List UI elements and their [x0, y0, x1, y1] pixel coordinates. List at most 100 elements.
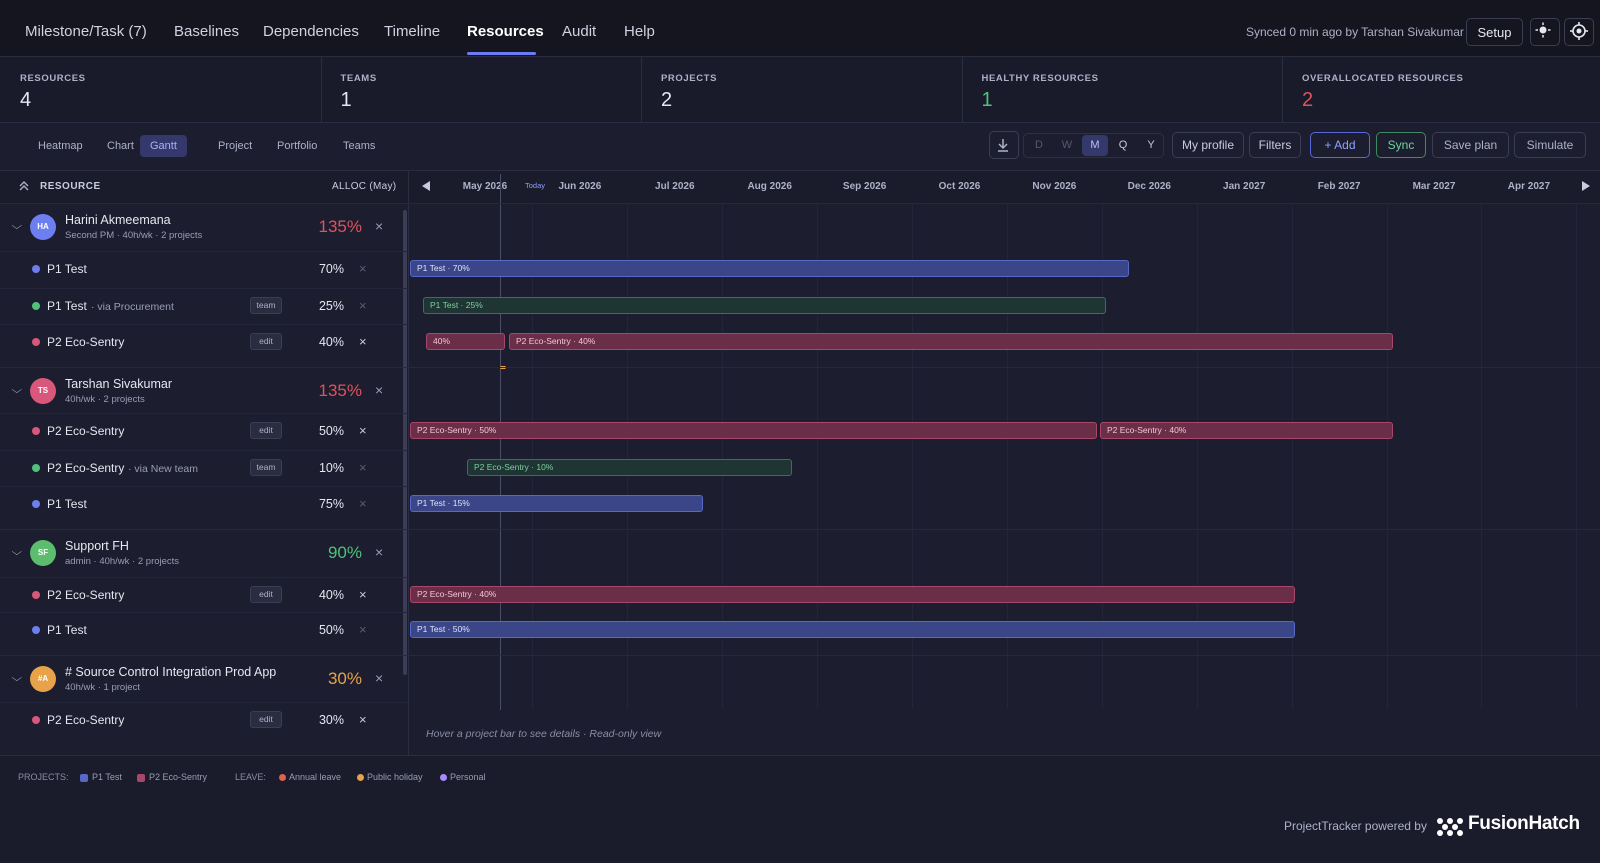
remove-button[interactable]: × — [359, 496, 367, 511]
view-tab[interactable]: Heatmap — [38, 140, 83, 152]
resource-meta: 40h/wk · 1 project — [65, 682, 140, 693]
theme-icon[interactable] — [1535, 22, 1551, 38]
next-arrow[interactable] — [1580, 180, 1592, 192]
assignment-alloc: 40% — [318, 588, 344, 602]
expand-chevron[interactable]: ⌵ — [11, 547, 23, 558]
remove-button[interactable]: × — [375, 544, 384, 560]
legend-swatch — [440, 774, 447, 781]
remove-button[interactable]: × — [359, 423, 367, 438]
expand-chevron[interactable]: ⌵ — [11, 673, 23, 684]
toolbar-button[interactable]: Save plan — [1432, 132, 1509, 158]
gantt-bar[interactable]: P1 Test · 70% — [410, 260, 1129, 277]
assignment-badge[interactable]: edit — [250, 711, 282, 728]
nav-tab[interactable]: Resources — [467, 23, 544, 40]
gantt-bar[interactable]: P1 Test · 50% — [410, 621, 1295, 638]
nav-tab[interactable]: Timeline — [384, 23, 441, 40]
remove-button[interactable]: × — [375, 382, 384, 398]
scale-button[interactable]: W — [1061, 139, 1073, 151]
stat-value: 1 — [340, 89, 352, 111]
gantt-bar[interactable]: P2 Eco-Sentry · 40% — [509, 333, 1393, 350]
locate-button[interactable] — [1564, 18, 1594, 46]
locate-icon[interactable] — [1570, 22, 1588, 40]
remove-button[interactable]: × — [359, 712, 367, 727]
gantt-bar[interactable]: P1 Test · 15% — [410, 495, 703, 512]
month-gridline — [1576, 204, 1578, 709]
toolbar-button[interactable]: + Add — [1310, 132, 1370, 158]
toolbar-button[interactable]: Filters — [1249, 132, 1301, 158]
gantt-bar[interactable]: P2 Eco-Sentry · 50% — [410, 422, 1097, 439]
assignment-badge: team — [250, 459, 282, 476]
remove-button[interactable]: × — [359, 622, 367, 637]
scale-button[interactable]: D — [1035, 139, 1043, 151]
resource-name[interactable]: Support FH — [65, 539, 129, 553]
assignment-alloc: 50% — [318, 424, 344, 438]
month-gridline — [722, 204, 724, 709]
view-tab[interactable]: Chart — [107, 140, 134, 152]
assignment-project: P2 Eco-Sentry — [47, 588, 125, 602]
setup-button[interactable]: Setup — [1466, 18, 1523, 46]
footer-band — [0, 755, 1600, 863]
resource-name[interactable]: Harini Akmeemana — [65, 213, 171, 227]
remove-button[interactable]: × — [359, 587, 367, 602]
remove-button[interactable]: × — [359, 298, 367, 313]
assignment-via: · via Procurement — [91, 301, 174, 313]
stat-label: TEAMS — [340, 73, 377, 84]
collapse-icon[interactable] — [18, 180, 30, 192]
resource-alloc: 30% — [327, 669, 362, 688]
resource-name[interactable]: # Source Control Integration Prod App — [65, 665, 277, 679]
view-tab[interactable]: Project — [218, 140, 253, 152]
nav-tab[interactable]: Audit — [562, 23, 597, 40]
row-separator — [0, 413, 408, 414]
month-label: Sep 2026 — [842, 181, 887, 192]
month-label: Jan 2027 — [1223, 181, 1266, 192]
assignment-project: P2 Eco-Sentry — [47, 335, 125, 349]
gantt-bar[interactable]: 40% — [426, 333, 505, 350]
nav-tab[interactable]: Dependencies — [263, 23, 359, 40]
gantt-bar[interactable]: P2 Eco-Sentry · 40% — [410, 586, 1295, 603]
assignment-alloc: 10% — [318, 461, 344, 475]
assignment-badge[interactable]: edit — [250, 586, 282, 603]
view-tab[interactable]: Gantt — [140, 135, 187, 157]
nav-tab[interactable]: Milestone/Task (7) — [25, 23, 147, 40]
view-tab[interactable]: Teams — [343, 140, 376, 152]
scale-button[interactable]: Q — [1118, 139, 1128, 151]
project-dot — [32, 302, 40, 310]
toolbar-button[interactable]: Simulate — [1514, 132, 1586, 158]
theme-button[interactable] — [1530, 18, 1560, 46]
toolbar-button[interactable]: My profile — [1172, 132, 1244, 158]
gantt-bar[interactable]: P1 Test · 25% — [423, 297, 1106, 314]
legend-item: P2 Eco-Sentry — [149, 772, 208, 782]
remove-button[interactable]: × — [375, 218, 384, 234]
resource-name[interactable]: Tarshan Sivakumar — [65, 377, 172, 391]
project-dot — [32, 626, 40, 634]
download-button[interactable] — [989, 131, 1019, 159]
expand-chevron[interactable]: ⌵ — [11, 385, 23, 396]
remove-button[interactable]: × — [375, 670, 384, 686]
download-icon[interactable] — [995, 137, 1011, 153]
expand-chevron[interactable]: ⌵ — [11, 221, 23, 232]
avatar: SF — [30, 540, 56, 566]
month-label: Apr 2027 — [1507, 181, 1551, 192]
month-label: Nov 2026 — [1032, 181, 1077, 192]
gantt-bar[interactable]: P2 Eco-Sentry · 40% — [1100, 422, 1393, 439]
view-tab[interactable]: Portfolio — [277, 140, 318, 152]
project-dot — [32, 427, 40, 435]
nav-tab[interactable]: Baselines — [174, 23, 240, 40]
avatar: #A — [30, 666, 56, 692]
project-dot — [32, 500, 40, 508]
scale-button[interactable]: Y — [1147, 139, 1155, 151]
remove-button[interactable]: × — [359, 261, 367, 276]
assignment-badge[interactable]: edit — [250, 333, 282, 350]
nav-tab[interactable]: Help — [624, 23, 655, 40]
project-dot — [32, 338, 40, 346]
toolbar-button[interactable]: Sync — [1376, 132, 1426, 158]
avatar: HA — [30, 214, 56, 240]
resource-meta: admin · 40h/wk · 2 projects — [65, 556, 180, 567]
remove-button[interactable]: × — [359, 334, 367, 349]
resource-alloc: 135% — [318, 217, 362, 236]
scale-button[interactable]: M — [1082, 135, 1108, 156]
remove-button[interactable]: × — [359, 460, 367, 475]
prev-arrow[interactable] — [420, 180, 432, 192]
assignment-badge[interactable]: edit — [250, 422, 282, 439]
gantt-bar[interactable]: P2 Eco-Sentry · 10% — [467, 459, 792, 476]
